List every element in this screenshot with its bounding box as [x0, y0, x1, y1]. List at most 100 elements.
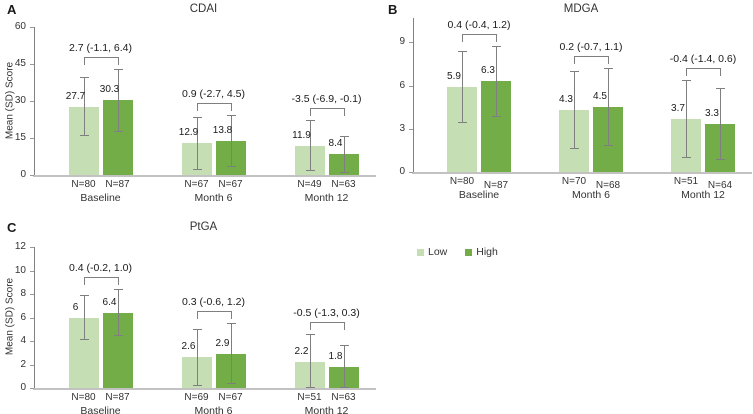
error-bar — [496, 46, 497, 117]
diff-bracket-right-tick — [230, 102, 232, 111]
diff-bracket-left-tick — [574, 56, 575, 65]
diff-bracket — [309, 321, 344, 323]
error-bar — [117, 289, 119, 337]
y-tick-mark — [409, 86, 413, 87]
error-bar-bottom-cap — [339, 171, 349, 173]
n-count-label: N=80 — [71, 179, 96, 190]
n-count-label: N=87 — [105, 179, 130, 190]
n-count-label: N=67 — [218, 392, 243, 403]
error-bar-top-cap — [226, 323, 236, 325]
x-axis-line — [33, 175, 376, 177]
y-tick-mark — [30, 388, 34, 389]
legend-label-high: High — [476, 246, 498, 258]
error-bar-bottom-cap — [305, 387, 315, 388]
y-tick-mark — [30, 294, 34, 295]
error-bar-top-cap — [604, 68, 613, 70]
diff-estimate-label: 0.9 (-2.7, 4.5) — [181, 87, 246, 100]
diff-bracket — [196, 102, 231, 104]
legend-item-high: High — [465, 246, 498, 258]
error-bar — [462, 51, 463, 124]
mean-value-label: 3.7 — [671, 102, 685, 114]
y-tick-label: 4 — [20, 335, 26, 346]
y-tick-label: 0 — [20, 382, 26, 393]
error-bar — [574, 71, 575, 149]
group-label: Month 12 — [304, 192, 349, 204]
y-axis-line — [34, 247, 35, 388]
n-count-label: N=87 — [105, 392, 130, 403]
error-bar-bottom-cap — [716, 159, 725, 161]
mean-value-label: 6.3 — [481, 65, 495, 77]
y-tick-label: 0 — [20, 169, 26, 180]
error-bar — [230, 114, 232, 168]
error-bar-bottom-cap — [570, 147, 579, 149]
diff-bracket-right-tick — [720, 67, 721, 76]
diff-bracket — [574, 56, 608, 58]
mean-value-label: 2.2 — [294, 346, 309, 358]
diff-estimate-label: 2.7 (-1.1, 6.4) — [68, 41, 133, 54]
n-count-label: N=80 — [449, 176, 475, 187]
y-tick-label: 8 — [20, 288, 26, 299]
error-bar-top-cap — [305, 120, 315, 122]
error-bar — [309, 120, 311, 172]
diff-bracket — [686, 67, 720, 69]
diff-bracket-left-tick — [309, 108, 311, 117]
error-bar-bottom-cap — [458, 122, 467, 124]
error-bar-bottom-cap — [226, 166, 236, 168]
y-tick-label: 12 — [14, 241, 26, 252]
panel-letter-c: C — [7, 220, 17, 235]
group-label: Month 12 — [681, 189, 725, 201]
y-tick-label: 0 — [399, 166, 405, 177]
error-bar-bottom-cap — [113, 130, 123, 132]
diff-bracket — [462, 34, 496, 35]
y-tick-label: 6 — [20, 311, 26, 323]
error-bar-bottom-cap — [226, 383, 236, 385]
mean-value-label: 8.4 — [328, 138, 343, 150]
y-tick-mark — [30, 64, 34, 65]
error-bar-top-cap — [682, 79, 691, 81]
mean-value-label: 1.8 — [328, 350, 343, 362]
legend: Low High — [417, 246, 498, 258]
diff-estimate-label: -0.5 (-1.3, 0.3) — [293, 306, 360, 319]
error-bar-bottom-cap — [113, 335, 123, 337]
plot-area-mdga: 0 3 6 9 5.9 N=80 6.3 N=87 Baseline 0.4 (-0.4, 1.2… — [399, 18, 752, 201]
diff-estimate-label: 0.4 (-0.4, 1.2) — [447, 19, 511, 31]
diff-bracket-right-tick — [117, 277, 119, 286]
diff-estimate-label: -3.5 (-6.9, -0.1) — [291, 93, 362, 106]
error-bar-top-cap — [458, 51, 467, 53]
diff-bracket-left-tick — [309, 321, 311, 330]
chart-title-cdai: CDAI — [189, 3, 218, 15]
n-count-label: N=63 — [331, 392, 356, 403]
mean-value-label: 4.3 — [559, 94, 573, 106]
panel-letter-a: A — [7, 2, 17, 17]
n-count-label: N=67 — [218, 179, 243, 190]
y-tick-mark — [409, 42, 413, 43]
mean-value-label: 4.5 — [593, 91, 607, 103]
diff-estimate-label: 0.3 (-0.6, 1.2) — [181, 296, 246, 309]
plot-area-ptga: 0 2 4 6 8 10 12 6 N=80 6.4 N=87 Baseline 0.4 (-0.2, … — [15, 241, 376, 414]
diff-bracket-right-tick — [343, 108, 345, 117]
n-count-label: N=69 — [184, 392, 209, 403]
panel-c-ptga: C PtGA Mean (SD) Score 0 2 4 6 8 10 12 6 N=80 6.4… — [0, 207, 380, 414]
panel-b-mdga: B MDGA 0 3 6 9 5.9 N=80 6.3 N=87 Baseline 0.4 (-0… — [380, 0, 753, 207]
error-bar-bottom-cap — [604, 145, 613, 147]
y-tick-label: 9 — [399, 36, 405, 48]
chart-title-ptga: PtGA — [189, 221, 218, 233]
y-axis-line — [413, 18, 414, 172]
panel-a-cdai: A CDAI Mean (SD) Score 0 15 30 45 60 27.7 N=80… — [0, 0, 380, 207]
error-bar-top-cap — [79, 295, 89, 297]
error-bar-top-cap — [492, 46, 501, 47]
x-axis-line — [33, 388, 376, 390]
y-tick-mark — [30, 247, 34, 248]
error-bar-top-cap — [305, 333, 315, 335]
y-tick-label: 45 — [14, 58, 26, 69]
error-bar — [117, 68, 119, 132]
error-bar-bottom-cap — [492, 115, 501, 117]
n-count-label: N=67 — [184, 179, 209, 190]
diff-bracket — [83, 56, 118, 58]
mean-value-label: 6.4 — [102, 296, 117, 308]
mean-value-label: 6 — [72, 301, 79, 313]
y-tick-mark — [30, 27, 34, 28]
error-bar — [83, 77, 85, 137]
y-tick-mark — [30, 101, 34, 102]
n-count-label: N=51 — [297, 392, 322, 403]
